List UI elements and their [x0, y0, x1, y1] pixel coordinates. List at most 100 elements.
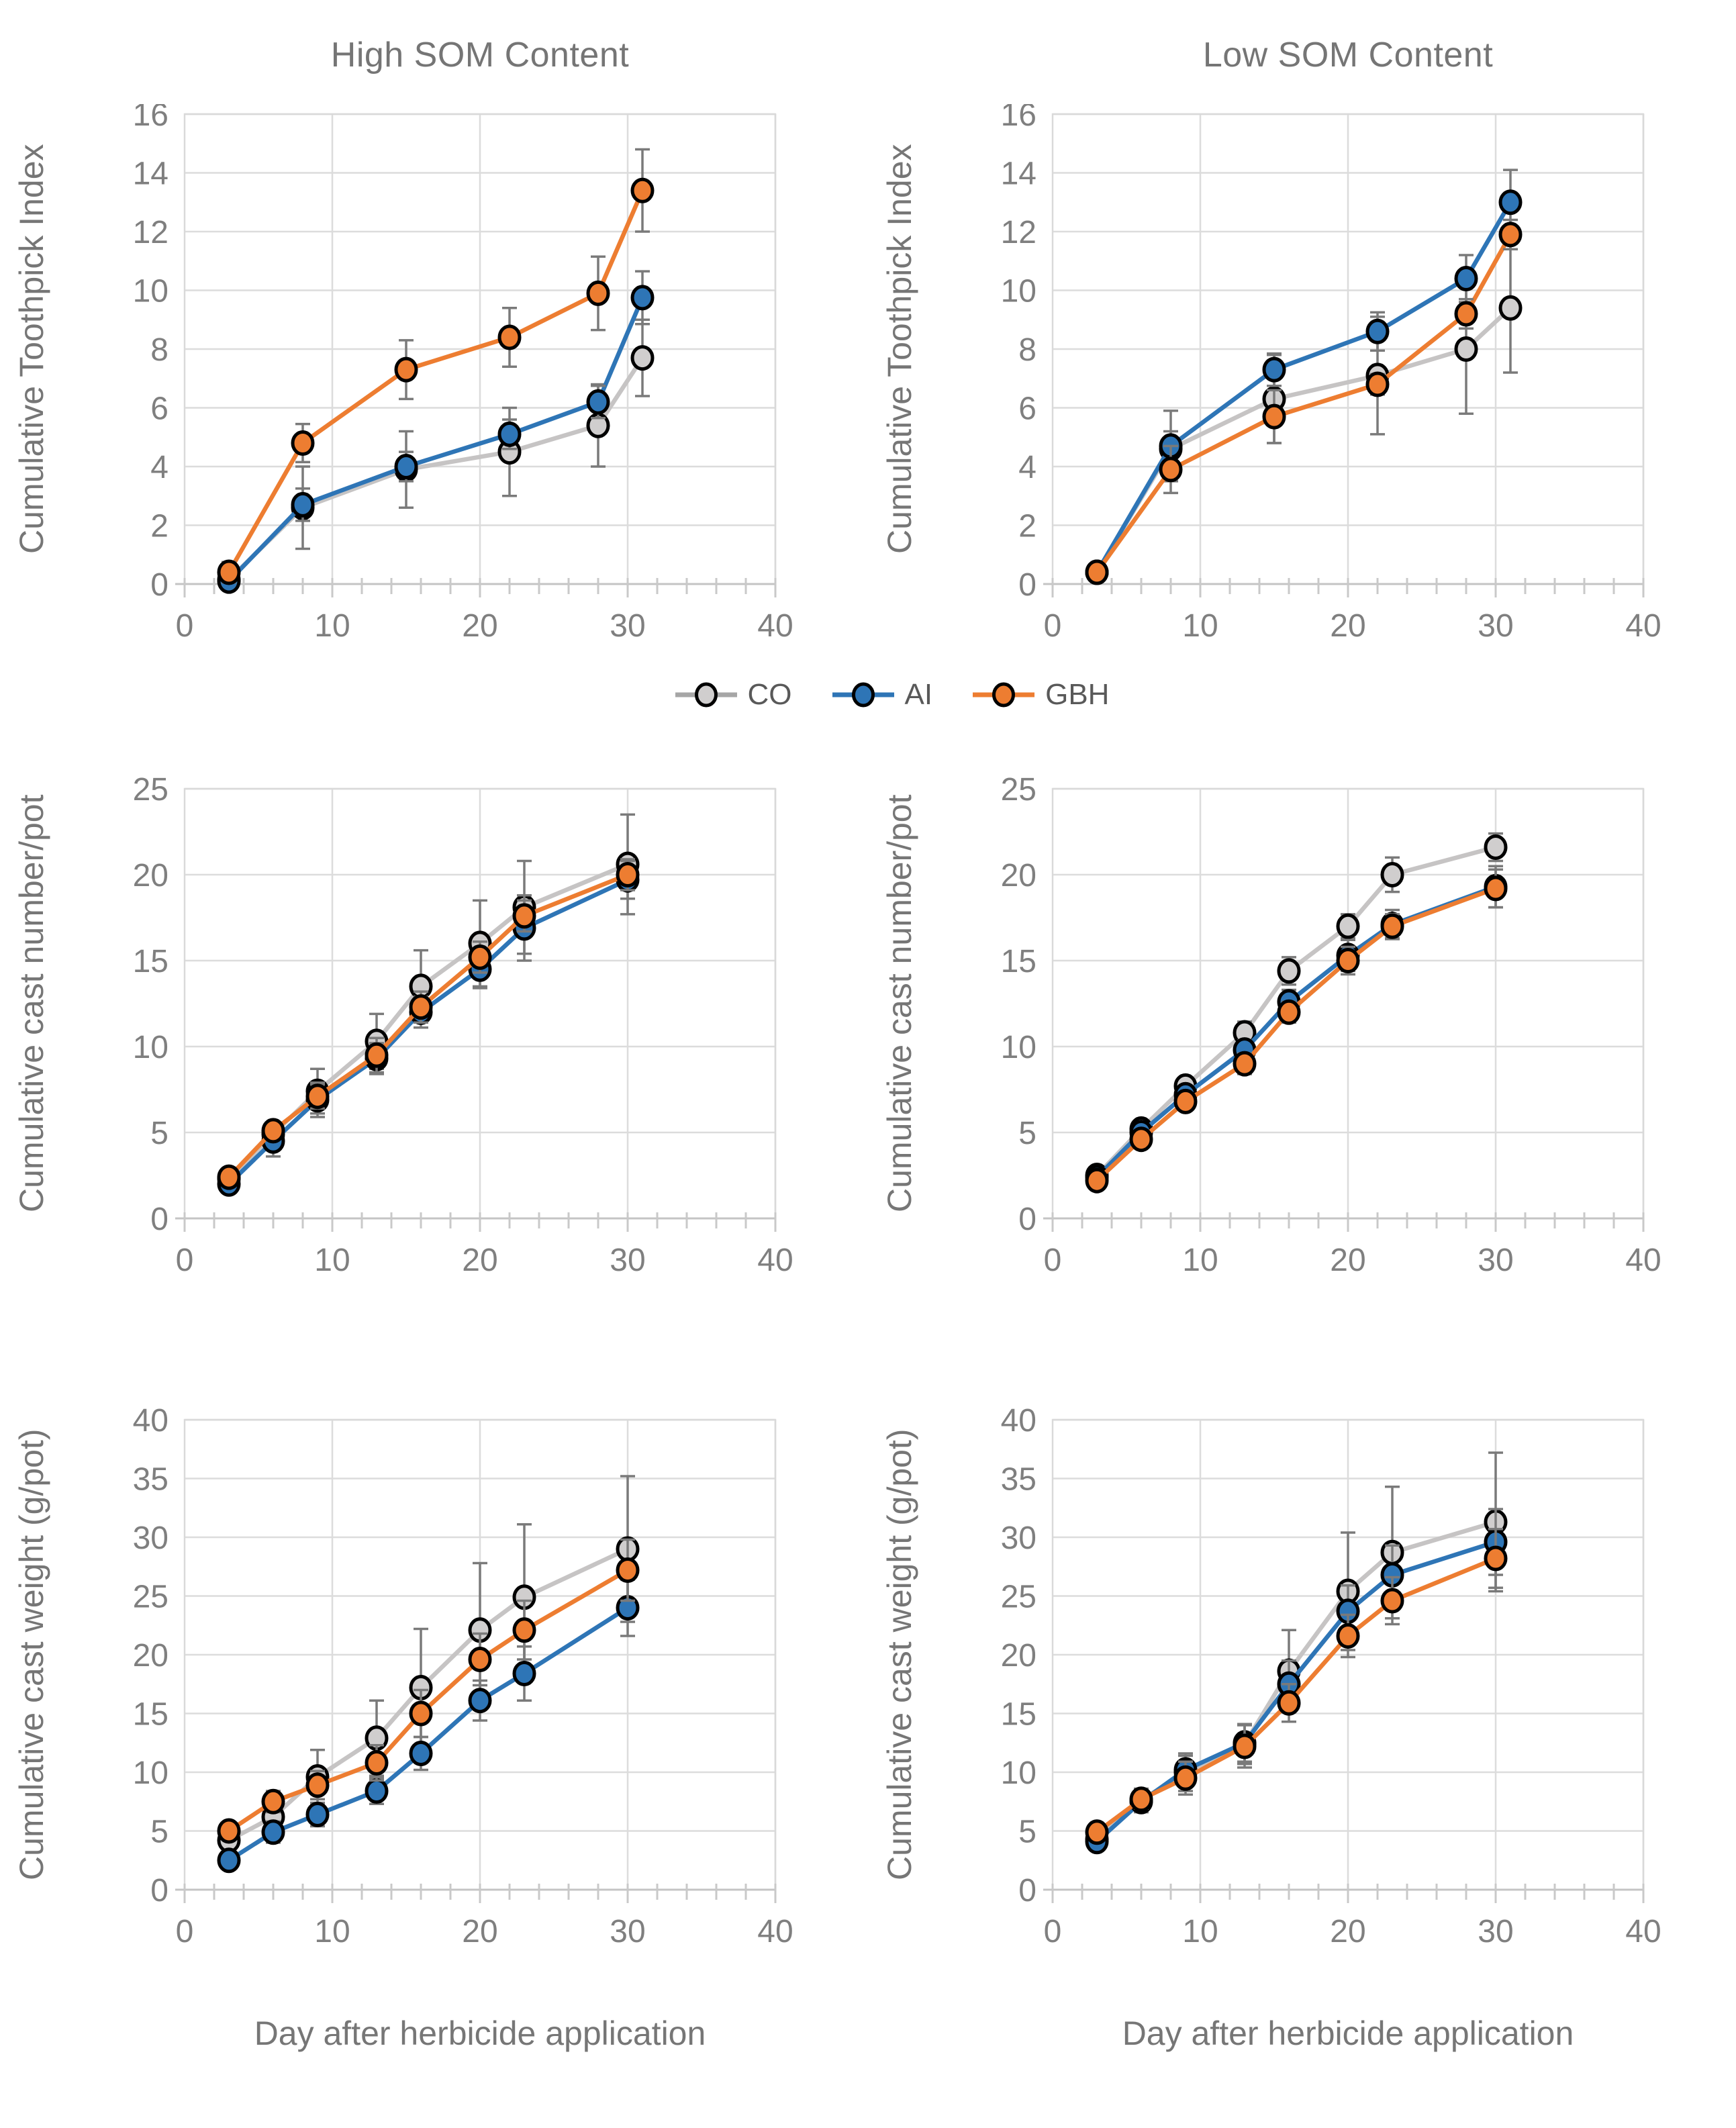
chart-row-middle: Cumulative cast number/pot 0 10 20 30 40 0 5 10…: [0, 732, 1736, 1403]
x-tick-labels: 0 10 20 30 40: [176, 608, 793, 644]
data-point-marker: [1159, 456, 1183, 483]
y-axis-label: Cumulative Toothpick Index: [881, 144, 918, 554]
gridlines: [185, 113, 777, 584]
data-point-marker: [1173, 1088, 1198, 1114]
series-line: [1094, 886, 1498, 1183]
y-axis-label: Cumulative Toothpick Index: [13, 144, 50, 554]
series-line: [1094, 884, 1498, 1179]
svg-text:5: 5: [1018, 1116, 1036, 1151]
legend-marker: [851, 682, 875, 708]
svg-text:0: 0: [150, 1202, 168, 1237]
svg-text:6: 6: [150, 391, 168, 427]
svg-text:10: 10: [133, 1030, 168, 1065]
chart-panel-cast-number-low-som: Cumulative cast number/pot 0 10 20 30 40 0 5 10…: [868, 732, 1736, 1403]
svg-text:0: 0: [1044, 1243, 1062, 1278]
legend-item-co: CO: [674, 678, 792, 712]
svg-text:15: 15: [1001, 944, 1036, 979]
y-tick-labels: 0 5 10 15 20 25 30 35 40: [133, 1403, 168, 1908]
chart-title: Low SOM Content: [1202, 36, 1494, 75]
svg-text:25: 25: [1001, 772, 1036, 808]
series-co: [1085, 242, 1523, 585]
toothpick-high-som-plot: 0 10 20 30 40 0 2 4 6 8 10 12 14 16: [133, 104, 793, 644]
series-gbh: [217, 1538, 640, 1844]
chart-panel-toothpick-low-som: Low SOM Content Cumulative Toothpick Ind…: [868, 0, 1736, 658]
svg-text:30: 30: [610, 1914, 645, 1949]
svg-text:14: 14: [1001, 156, 1036, 192]
chart-panel-cast-weight-low-som: Cumulative cast weight (g/pot) 0 10 20 30 40…: [868, 1403, 1736, 2128]
data-point-marker: [1498, 189, 1523, 215]
data-point-marker: [1336, 913, 1360, 939]
svg-text:12: 12: [133, 215, 168, 250]
gbh-line-marker-swatch: [973, 682, 1035, 708]
svg-text:20: 20: [133, 1638, 168, 1674]
series-ai: [217, 270, 655, 594]
legend-label: GBH: [1045, 678, 1110, 711]
cast-weight-low-som-plot: 0 10 20 30 40 0 5 10 15 20 25 30 35 40: [1001, 1403, 1661, 1949]
data-point-marker: [261, 1788, 285, 1815]
series-line: [226, 877, 630, 1187]
legend-label: CO: [747, 678, 792, 711]
data-point-marker: [1129, 1786, 1153, 1812]
svg-text:5: 5: [150, 1116, 168, 1151]
svg-text:4: 4: [150, 450, 168, 485]
axes: [1043, 787, 1645, 1220]
svg-text:20: 20: [462, 1914, 497, 1949]
y-axis-label: Cumulative cast number/pot: [13, 794, 50, 1213]
svg-text:5: 5: [1018, 1815, 1036, 1850]
error-bars: [1090, 218, 1518, 578]
svg-text:40: 40: [1001, 1403, 1036, 1439]
series-ai: [217, 1578, 640, 1874]
data-point-marker: [1173, 1765, 1198, 1791]
data-point-marker: [512, 903, 536, 929]
svg-text:12: 12: [1001, 215, 1036, 250]
svg-text:14: 14: [133, 156, 168, 192]
chart-panel-cast-number-high-som: Cumulative cast number/pot 0 10 20 30 40 0 5 10…: [0, 732, 868, 1403]
data-point-marker: [1129, 1126, 1153, 1153]
data-point-marker: [630, 345, 655, 371]
svg-text:0: 0: [1018, 567, 1036, 603]
data-point-marker: [468, 944, 492, 970]
y-tick-labels: 0 2 4 6 8 10 12 14 16: [133, 104, 168, 603]
svg-text:20: 20: [133, 858, 168, 893]
series-line: [226, 188, 645, 575]
toothpick-low-som-plot: 0 10 20 30 40 0 2 4 6 8 10 12 14 16: [1001, 104, 1661, 644]
x-tick-marks: [1051, 1884, 1645, 1903]
svg-text:20: 20: [1001, 858, 1036, 893]
svg-text:25: 25: [1001, 1580, 1036, 1615]
data-point-marker: [394, 356, 418, 383]
y-axis-label: Cumulative cast weight (g/pot): [881, 1429, 918, 1881]
series-ai: [1085, 168, 1523, 585]
data-point-marker: [291, 491, 315, 518]
svg-text:10: 10: [1182, 608, 1218, 644]
y-axis-label: Cumulative cast number/pot: [881, 794, 918, 1213]
data-point-marker: [512, 1617, 536, 1643]
data-point-marker: [1365, 371, 1390, 397]
data-point-marker: [365, 1042, 389, 1068]
svg-text:30: 30: [610, 608, 645, 644]
data-point-marker: [1336, 1623, 1360, 1649]
data-point-marker: [217, 1164, 241, 1190]
cast-number-low-som-plot: 0 10 20 30 40 0 5 10 15 20 25: [1001, 772, 1661, 1278]
data-point-marker: [1277, 958, 1301, 984]
svg-text:20: 20: [1330, 1243, 1365, 1278]
data-point-marker: [586, 280, 610, 306]
data-point-marker: [365, 1778, 389, 1804]
svg-text:10: 10: [314, 608, 350, 644]
legend-label: AI: [904, 678, 933, 711]
data-point-marker: [497, 324, 522, 350]
legend-marker: [694, 682, 718, 708]
data-point-marker: [1484, 834, 1508, 860]
data-point-marker: [1454, 336, 1478, 362]
error-bars: [222, 148, 650, 584]
data-point-marker: [1498, 295, 1523, 321]
data-point-marker: [1262, 356, 1286, 383]
svg-text:10: 10: [314, 1243, 350, 1278]
series-ai: [217, 859, 640, 1197]
data-point-marker: [1380, 862, 1404, 887]
y-tick-labels: 0 5 10 15 20 25: [133, 772, 168, 1237]
svg-text:15: 15: [133, 1697, 168, 1733]
data-point-marker: [586, 389, 610, 415]
svg-text:30: 30: [1478, 1914, 1513, 1949]
svg-text:30: 30: [1478, 608, 1513, 644]
